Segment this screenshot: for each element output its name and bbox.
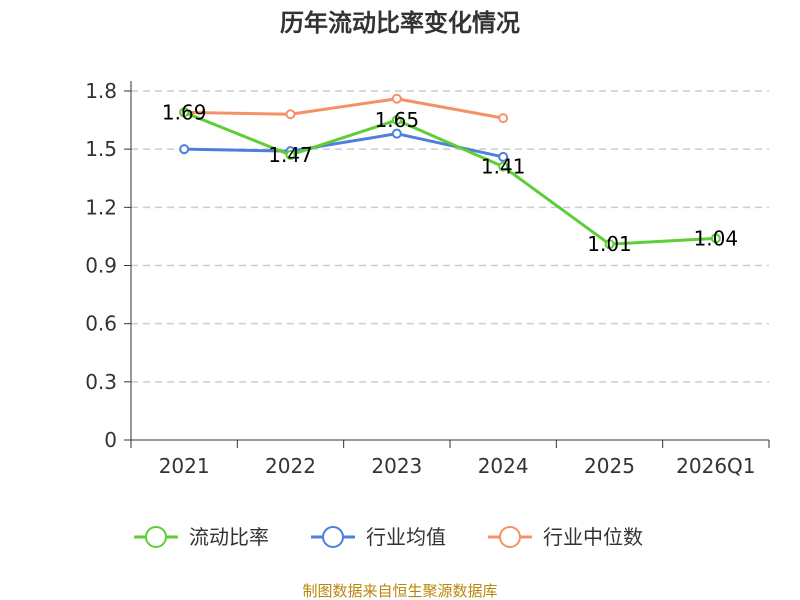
data-label: 1.41: [481, 155, 526, 179]
y-tick-label: 0.9: [85, 254, 117, 278]
legend-label: 行业均值: [366, 525, 446, 549]
data-point: [604, 239, 615, 250]
data-label: 1.01: [587, 232, 632, 256]
y-tick-label: 1.8: [85, 79, 117, 103]
y-tick-label: 0.3: [85, 370, 117, 394]
legend-marker: [499, 526, 521, 548]
y-tick-label: 1.2: [85, 195, 117, 219]
legend-label: 流动比率: [189, 525, 269, 549]
x-tick-label: 2021: [159, 454, 210, 478]
data-point: [710, 233, 721, 244]
grid-lines: [131, 90, 769, 383]
data-label: 1.47: [268, 143, 313, 167]
series-line-2: [184, 132, 504, 159]
y-tick-label: 1.5: [85, 137, 117, 161]
data-point: [391, 93, 402, 104]
data-point: [498, 113, 509, 124]
data-label: 1.04: [694, 226, 739, 250]
source-note: 制图数据来自恒生聚源数据库: [302, 582, 497, 600]
series-line-3: [184, 97, 504, 120]
legend-label: 行业中位数: [543, 525, 643, 549]
legend: 流动比率 行业均值 行业中位数: [134, 525, 643, 549]
legend-marker: [322, 526, 344, 548]
data-point: [391, 128, 402, 139]
series-line-1: [183, 110, 716, 246]
x-tick-label: 2024: [478, 454, 529, 478]
y-tick-label: 0: [104, 428, 117, 452]
data-label: 1.65: [375, 108, 420, 132]
x-tick-label: 2023: [371, 454, 422, 478]
series-group: [179, 93, 721, 250]
data-point: [179, 144, 190, 155]
x-tick-label: 2026Q1: [676, 454, 755, 478]
data-point: [285, 109, 296, 120]
data-point: [285, 149, 296, 160]
data-point: [391, 115, 402, 126]
data-point: [498, 151, 509, 162]
axes: 0 0.3 0.6 0.9 1.2 1.5 1.8 2021 2022 2023 2024 2025 2…: [85, 79, 770, 478]
data-label: 1.69: [162, 100, 207, 124]
data-point: [498, 161, 509, 172]
x-tick-label: 2025: [584, 454, 635, 478]
legend-marker: [145, 526, 167, 548]
x-tick-label: 2022: [265, 454, 316, 478]
chart-title: 历年流动比率变化情况: [280, 9, 520, 37]
data-point: [179, 107, 190, 118]
y-tick-label: 0.6: [85, 312, 117, 336]
data-labels: 1.69 1.47 1.65 1.41 1.01 1.04: [162, 100, 738, 256]
